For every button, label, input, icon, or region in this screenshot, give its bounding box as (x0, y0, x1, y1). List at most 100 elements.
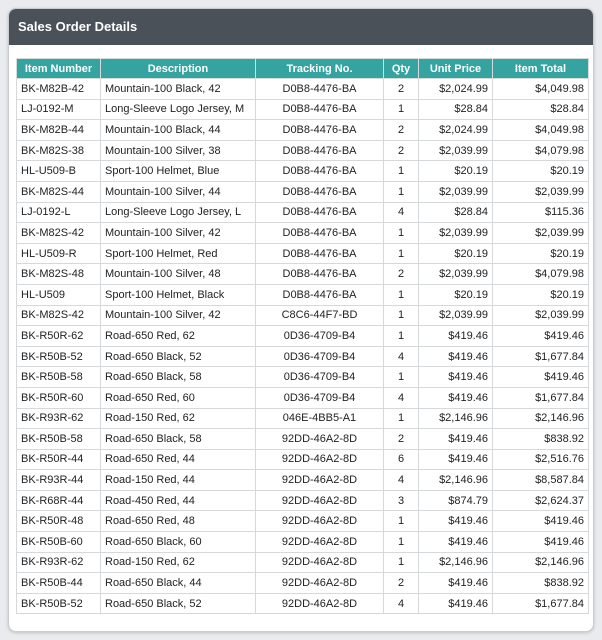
cell-qty: 1 (383, 407, 419, 430)
cell-unit-price: $2,039.99 (418, 139, 493, 162)
cell-unit-price: $2,039.99 (418, 180, 493, 203)
cell-description: Road-650 Black, 52 (100, 345, 256, 368)
table-row[interactable]: BK-R50R-44 Road-650 Red, 44 92DD-46A2-8D 6 $… (16, 448, 589, 471)
table-row[interactable]: BK-R50B-58 Road-650 Black, 58 0D36-4709-B4… (16, 366, 589, 388)
cell-tracking-no: D0B8-4476-BA (255, 201, 384, 224)
table-row[interactable]: BK-R93R-62 Road-150 Red, 62 046E-4BB5-A1 1 $… (16, 407, 589, 430)
table-row[interactable]: BK-M82S-42 Mountain-100 Silver, 42 C8C6-44… (16, 304, 589, 327)
table-row[interactable]: BK-M82S-48 Mountain-100 Silver, 48 D0B8-44… (16, 263, 589, 285)
cell-tracking-no: 0D36-4709-B4 (255, 386, 384, 409)
cell-item-number: BK-R50R-48 (16, 510, 101, 533)
cell-description: Road-150 Red, 62 (100, 551, 256, 574)
cell-tracking-no: 92DD-46A2-8D (255, 592, 384, 615)
cell-tracking-no: D0B8-4476-BA (255, 98, 384, 121)
cell-description: Road-450 Red, 44 (100, 489, 256, 512)
cell-tracking-no: 92DD-46A2-8D (255, 428, 384, 450)
table-row[interactable]: LJ-0192-L Long-Sleeve Logo Jersey, L D0B8-… (16, 201, 589, 224)
table-row[interactable]: BK-M82B-44 Mountain-100 Black, 44 D0B8-447… (16, 119, 589, 141)
cell-item-total: $8,587.84 (492, 469, 589, 491)
cell-item-number: BK-R93R-62 (16, 551, 101, 574)
cell-description: Road-650 Black, 44 (100, 572, 256, 594)
cell-tracking-no: D0B8-4476-BA (255, 78, 384, 100)
cell-item-total: $4,049.98 (492, 119, 589, 141)
table-row[interactable]: BK-R93R-44 Road-150 Red, 44 92DD-46A2-8D 4 $… (16, 469, 589, 491)
cell-description: Road-650 Black, 60 (100, 531, 256, 553)
table-row[interactable]: BK-M82S-38 Mountain-100 Silver, 38 D0B8-44… (16, 139, 589, 162)
cell-unit-price: $20.19 (418, 242, 493, 265)
table-row[interactable]: BK-R50R-60 Road-650 Red, 60 0D36-4709-B4 4 $… (16, 386, 589, 409)
cell-item-number: HL-U509-B (16, 160, 101, 182)
cell-unit-price: $419.46 (418, 448, 493, 471)
table-row[interactable]: BK-R50B-52 Road-650 Black, 52 0D36-4709-B4… (16, 345, 589, 368)
table-row[interactable]: BK-M82B-42 Mountain-100 Black, 42 D0B8-447… (16, 78, 589, 100)
sales-order-details-panel: Sales Order Details Item Number Descript… (8, 8, 594, 632)
cell-item-number: BK-M82S-38 (16, 139, 101, 162)
table-row[interactable]: BK-R93R-62 Road-150 Red, 62 92DD-46A2-8D 1 $… (16, 551, 589, 574)
cell-item-total: $1,677.84 (492, 345, 589, 368)
cell-item-total: $419.46 (492, 510, 589, 533)
table-row[interactable]: BK-R50B-44 Road-650 Black, 44 92DD-46A2-8D… (16, 572, 589, 594)
cell-qty: 2 (383, 119, 419, 141)
table-row[interactable]: BK-R50R-62 Road-650 Red, 62 0D36-4709-B4 1 $… (16, 325, 589, 347)
cell-tracking-no: D0B8-4476-BA (255, 263, 384, 285)
cell-description: Mountain-100 Black, 44 (100, 119, 256, 141)
table-row[interactable]: BK-R50R-48 Road-650 Red, 48 92DD-46A2-8D 1 $… (16, 510, 589, 533)
cell-tracking-no: C8C6-44F7-BD (255, 304, 384, 327)
table-row[interactable]: BK-R50B-60 Road-650 Black, 60 92DD-46A2-8D… (16, 531, 589, 553)
table-row[interactable]: LJ-0192-M Long-Sleeve Logo Jersey, M D0B8-… (16, 98, 589, 121)
cell-qty: 4 (383, 592, 419, 615)
cell-item-total: $419.46 (492, 531, 589, 553)
cell-qty: 3 (383, 489, 419, 512)
cell-item-number: BK-M82S-48 (16, 263, 101, 285)
cell-tracking-no: D0B8-4476-BA (255, 180, 384, 203)
cell-item-number: BK-R50B-44 (16, 572, 101, 594)
cell-unit-price: $419.46 (418, 510, 493, 533)
table-row[interactable]: BK-R50B-52 Road-650 Black, 52 92DD-46A2-8D… (16, 592, 589, 615)
cell-qty: 1 (383, 510, 419, 533)
cell-tracking-no: D0B8-4476-BA (255, 242, 384, 265)
cell-item-total: $1,677.84 (492, 592, 589, 615)
cell-item-total: $2,146.96 (492, 551, 589, 574)
cell-item-total: $2,039.99 (492, 304, 589, 327)
cell-item-total: $1,677.84 (492, 386, 589, 409)
table-row[interactable]: HL-U509 Sport-100 Helmet, Black D0B8-4476-… (16, 283, 589, 306)
cell-qty: 4 (383, 201, 419, 224)
cell-item-total: $2,624.37 (492, 489, 589, 512)
cell-unit-price: $20.19 (418, 160, 493, 182)
cell-qty: 2 (383, 428, 419, 450)
order-items-table: Item Number Description Tracking No. Qty… (16, 58, 589, 615)
cell-description: Road-150 Red, 44 (100, 469, 256, 491)
cell-item-number: LJ-0192-L (16, 201, 101, 224)
cell-item-number: BK-R68R-44 (16, 489, 101, 512)
cell-tracking-no: 92DD-46A2-8D (255, 531, 384, 553)
cell-qty: 1 (383, 180, 419, 203)
table-row[interactable]: BK-M82S-44 Mountain-100 Silver, 44 D0B8-44… (16, 180, 589, 203)
cell-item-total: $4,079.98 (492, 263, 589, 285)
column-header-tracking-no[interactable]: Tracking No. (255, 58, 384, 79)
cell-item-number: BK-R50B-58 (16, 366, 101, 388)
cell-description: Road-650 Black, 52 (100, 592, 256, 615)
column-header-item-number[interactable]: Item Number (16, 58, 101, 79)
cell-qty: 2 (383, 263, 419, 285)
cell-unit-price: $419.46 (418, 428, 493, 450)
table-row[interactable]: BK-R50B-58 Road-650 Black, 58 92DD-46A2-8D… (16, 428, 589, 450)
cell-item-number: BK-R93R-44 (16, 469, 101, 491)
table-row[interactable]: BK-M82S-42 Mountain-100 Silver, 42 D0B8-44… (16, 222, 589, 244)
table-row[interactable]: BK-R68R-44 Road-450 Red, 44 92DD-46A2-8D 3 $… (16, 489, 589, 512)
cell-qty: 1 (383, 366, 419, 388)
column-header-item-total[interactable]: Item Total (492, 58, 589, 79)
cell-item-total: $4,079.98 (492, 139, 589, 162)
cell-item-number: LJ-0192-M (16, 98, 101, 121)
cell-qty: 2 (383, 572, 419, 594)
table-row[interactable]: HL-U509-R Sport-100 Helmet, Red D0B8-4476-… (16, 242, 589, 265)
column-header-unit-price[interactable]: Unit Price (418, 58, 493, 79)
cell-unit-price: $419.46 (418, 531, 493, 553)
cell-unit-price: $419.46 (418, 345, 493, 368)
column-header-description[interactable]: Description (100, 58, 256, 79)
cell-qty: 1 (383, 242, 419, 265)
cell-description: Mountain-100 Silver, 38 (100, 139, 256, 162)
cell-description: Mountain-100 Silver, 44 (100, 180, 256, 203)
cell-item-number: BK-R93R-62 (16, 407, 101, 430)
column-header-qty[interactable]: Qty (383, 58, 419, 79)
table-row[interactable]: HL-U509-B Sport-100 Helmet, Blue D0B8-4476… (16, 160, 589, 182)
